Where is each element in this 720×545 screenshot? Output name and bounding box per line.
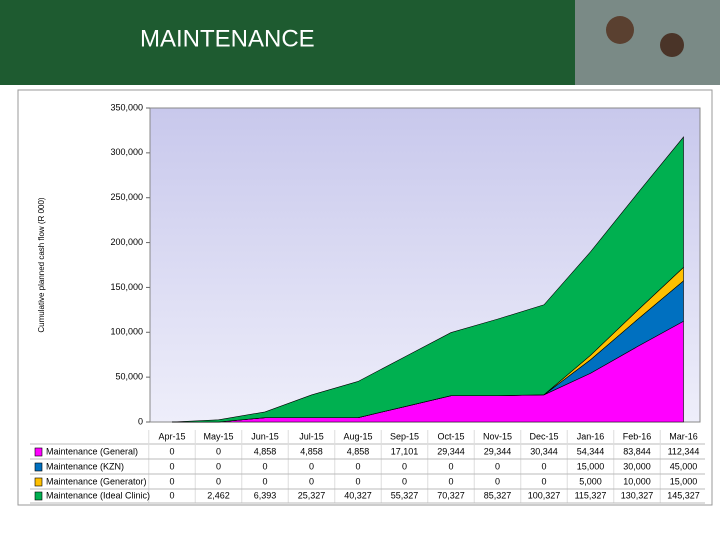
table-cell: 45,000 [670, 461, 698, 471]
table-cell: 115,327 [575, 490, 607, 500]
table-cell: 0 [216, 446, 221, 456]
y-axis-title: Cumulative planned cash flow (R 000) [37, 197, 46, 333]
table-cell: 0 [448, 476, 453, 486]
table-cell: 25,327 [298, 490, 326, 500]
table-cell: 0 [169, 490, 174, 500]
table-cell: 0 [448, 461, 453, 471]
x-tick-label: Mar-16 [669, 431, 698, 441]
table-cell: 2,462 [207, 490, 230, 500]
legend-swatch [34, 447, 43, 457]
x-tick-label: Oct-15 [437, 431, 464, 441]
x-tick-label: Apr-15 [158, 431, 185, 441]
legend-swatch [34, 491, 43, 501]
table-cell: 70,327 [437, 490, 465, 500]
table-cell: 0 [309, 476, 314, 486]
table-cell: 0 [402, 461, 407, 471]
table-cell: 130,327 [621, 490, 654, 500]
table-cell: 6,393 [254, 490, 277, 500]
legend-label: Maintenance (General) [46, 446, 138, 456]
legend-label: Maintenance (Generator) [46, 476, 147, 486]
x-tick-label: Jul-15 [299, 431, 324, 441]
table-cell: 0 [541, 461, 546, 471]
area [171, 136, 684, 423]
x-tick-label: Feb-16 [623, 431, 652, 441]
table-cell: 0 [169, 461, 174, 471]
table-cell: 29,344 [484, 446, 512, 456]
y-tick-label: 200,000 [110, 237, 143, 247]
table-cell: 4,858 [254, 446, 277, 456]
table-cell: 29,344 [437, 446, 465, 456]
legend-label: Maintenance (KZN) [46, 461, 124, 471]
table-cell: 0 [262, 461, 267, 471]
table-cell: 30,000 [623, 461, 651, 471]
table-cell: 54,344 [577, 446, 605, 456]
x-tick-label: Sep-15 [390, 431, 419, 441]
legend-label: Maintenance (Ideal Clinic) [46, 490, 150, 500]
table-cell: 0 [495, 461, 500, 471]
table-cell: 0 [402, 476, 407, 486]
table-cell: 0 [355, 476, 360, 486]
table-cell: 0 [216, 476, 221, 486]
x-tick-label: Aug-15 [343, 431, 372, 441]
y-tick-label: 100,000 [110, 327, 143, 337]
table-cell: 5,000 [579, 476, 602, 486]
table-cell: 100,327 [528, 490, 561, 500]
y-tick-label: 50,000 [115, 372, 143, 382]
x-tick-label: Jun-15 [251, 431, 279, 441]
table-cell: 15,000 [577, 461, 605, 471]
table-cell: 0 [495, 476, 500, 486]
table-cell: 4,858 [300, 446, 323, 456]
table-cell: 145,327 [667, 490, 700, 500]
table-cell: 0 [169, 446, 174, 456]
legend-swatch [34, 477, 43, 487]
header-photo [575, 0, 720, 85]
x-tick-label: Nov-15 [483, 431, 512, 441]
table-cell: 83,844 [623, 446, 651, 456]
table-cell: 85,327 [484, 490, 512, 500]
y-tick-label: 250,000 [110, 192, 143, 202]
y-tick-label: 150,000 [110, 282, 143, 292]
page-title: MAINTENANCE [140, 25, 315, 52]
table-cell: 0 [541, 476, 546, 486]
table-cell: 30,344 [530, 446, 558, 456]
y-tick-label: 350,000 [110, 102, 143, 112]
table-cell: 0 [262, 476, 267, 486]
table-cell: 0 [169, 476, 174, 486]
table-cell: 0 [216, 461, 221, 471]
table-cell: 40,327 [344, 490, 372, 500]
table-cell: 4,858 [347, 446, 370, 456]
table-cell: 10,000 [623, 476, 651, 486]
photo-figure [660, 33, 684, 57]
table-cell: 15,000 [670, 476, 698, 486]
table-cell: 0 [309, 461, 314, 471]
photo-figure [606, 16, 634, 44]
x-tick-label: May-15 [203, 431, 233, 441]
x-tick-label: Dec-15 [529, 431, 558, 441]
table-cell: 17,101 [391, 446, 419, 456]
y-tick-label: 0 [138, 416, 143, 426]
table-cell: 0 [355, 461, 360, 471]
table-cell: 112,344 [668, 446, 700, 456]
y-tick-label: 300,000 [110, 147, 143, 157]
legend-swatch [34, 462, 43, 472]
x-tick-label: Jan-16 [577, 431, 605, 441]
table-cell: 55,327 [391, 490, 419, 500]
